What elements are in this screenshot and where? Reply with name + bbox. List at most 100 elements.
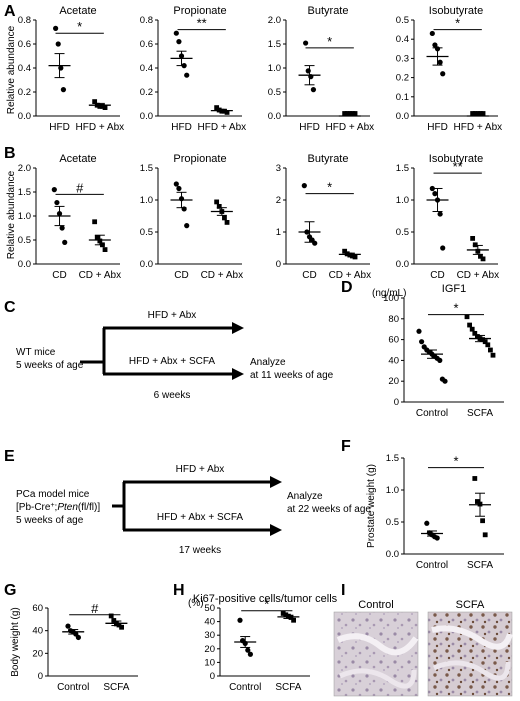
y-tick-label: 0.0 <box>396 111 409 122</box>
y-tick-label: 1.5 <box>18 187 31 198</box>
data-point <box>305 68 311 74</box>
data-point <box>214 105 220 110</box>
x-category-label: HFD + Abx <box>326 122 375 133</box>
row-a-ylabel: Relative abundance <box>6 25 17 114</box>
data-point <box>102 105 108 110</box>
chart-g-body-weight: 0 20 40 60 Body weight (g) Control SCFA # <box>10 601 138 693</box>
diagram-c-end-2: at 11 weeks of age <box>250 370 334 381</box>
chart-title: Butyrate <box>308 5 349 17</box>
data-point <box>467 322 472 328</box>
histology-label-scfa: SCFA <box>456 599 485 611</box>
histology-lumen-control <box>336 633 419 656</box>
x-category-label: CD <box>174 270 188 281</box>
x-category-label: CD + Abx <box>201 270 244 281</box>
y-tick-label: 0.0 <box>386 549 399 560</box>
significance-label: * <box>264 597 269 612</box>
chart-b-isobutyrate: 0.0 0.5 1.0 1.5 Isobutyrate CD CD + Abx ** <box>396 153 499 281</box>
data-point <box>442 378 448 384</box>
y-tick-label: 1.0 <box>140 195 153 206</box>
data-point <box>94 235 100 240</box>
data-point <box>55 41 61 47</box>
significance-label: ** <box>453 159 463 174</box>
diagram-e-arm-bottom: HFD + Abx + SCFA <box>157 512 243 523</box>
chart-b-butyrate: 0 1 2 3 Butyrate CD CD + Abx * <box>276 153 371 281</box>
data-point <box>176 39 182 45</box>
y-tick-label: 0.2 <box>140 87 153 98</box>
chart-a-propionate: 0.0 0.2 0.4 0.6 0.8 Propionate HFD HFD + Abx ** <box>140 5 246 133</box>
data-point <box>224 220 230 225</box>
data-point <box>440 71 446 77</box>
chart-f-prostate-weight: 0.0 0.5 1.0 1.5 Prostate weight (g) Control SC… <box>366 453 504 571</box>
x-category-label: SCFA <box>467 408 493 419</box>
data-point <box>480 518 485 524</box>
y-tick-label: 2 <box>276 195 281 206</box>
data-point <box>470 236 476 241</box>
y-tick-label: 2.0 <box>18 163 31 174</box>
panel-label-f: F <box>341 438 351 455</box>
data-point <box>419 339 425 345</box>
data-point <box>102 247 108 252</box>
data-point <box>60 87 67 93</box>
x-category-label: CD <box>430 270 444 281</box>
chart-title: Acetate <box>59 153 96 165</box>
y-tick-label: 0.0 <box>18 259 31 270</box>
x-category-label: CD <box>302 270 316 281</box>
data-point <box>342 248 348 254</box>
histology-lumen-scfa <box>431 625 513 650</box>
data-point <box>184 72 190 78</box>
histology-image-control <box>333 611 419 697</box>
diagram-c: WT mice 5 weeks of age HFD + Abx HFD + A… <box>16 310 334 401</box>
data-point <box>176 185 182 192</box>
x-category-label: HFD + Abx <box>76 122 125 133</box>
diagram-c-duration: 6 weeks <box>154 390 191 401</box>
diagram-e-arrowhead-top <box>270 476 282 488</box>
y-tick-label: 1.0 <box>396 195 409 206</box>
y-tick-label: 0.1 <box>396 92 409 103</box>
data-point <box>65 623 71 629</box>
y-tick-label: 0.4 <box>396 34 409 45</box>
histology-lumen-scfa-2 <box>432 660 511 681</box>
diagram-c-start-1: WT mice <box>16 347 56 358</box>
y-tick-label: 1.0 <box>386 485 399 496</box>
y-tick-label: 0.0 <box>140 259 153 270</box>
y-tick-label: 20 <box>204 644 215 655</box>
data-point <box>472 242 478 248</box>
x-category-label: CD <box>52 270 66 281</box>
y-tick-label: 60 <box>32 603 43 614</box>
data-point <box>470 111 476 116</box>
x-category-label: HFD <box>171 122 192 133</box>
data-point <box>475 334 480 339</box>
data-point <box>303 40 309 46</box>
y-tick-label: 1.5 <box>268 39 281 50</box>
x-category-label: CD + Abx <box>457 270 500 281</box>
x-category-label: CD + Abx <box>329 270 372 281</box>
y-tick-label: 0.8 <box>18 15 31 26</box>
panel-label-b: B <box>4 145 16 162</box>
chart-title: Isobutyrate <box>429 5 483 17</box>
diagram-e: PCa model mice [Pb-Cre+;Pten(fl/fl)] 5 w… <box>16 464 371 556</box>
chart-d-igf1: 0 20 40 60 80 100 IGF1 (ng/mL) Control SCFA * <box>372 283 504 419</box>
data-point <box>478 111 483 116</box>
chart-b-acetate: 0.0 0.5 1.0 1.5 2.0 Acetate CD CD + Abx # <box>18 153 121 281</box>
histology-lumen-control-2 <box>338 668 417 689</box>
y-tick-label: 40 <box>204 617 215 628</box>
data-point <box>482 532 488 538</box>
data-point <box>247 651 253 657</box>
row-b-ylabel: Relative abundance <box>6 170 17 259</box>
y-tick-label: 0.5 <box>18 235 31 246</box>
genotype-prefix: [Pb-Cre <box>16 502 51 513</box>
y-tick-label: 0.0 <box>140 111 153 122</box>
y-tick-label: 0.5 <box>396 227 409 238</box>
data-point <box>310 87 317 93</box>
data-point <box>344 111 350 116</box>
histology-panel: Control SCFA <box>333 599 513 697</box>
histology-image-scfa <box>427 611 513 697</box>
y-tick-label: 1.0 <box>268 63 281 74</box>
x-category-label: HFD + Abx <box>454 122 503 133</box>
diagram-e-arrowhead-bottom <box>270 524 282 536</box>
data-point <box>62 239 68 245</box>
y-tick-label: 0 <box>38 671 43 682</box>
y-tick-label: 0.5 <box>268 87 281 98</box>
genotype-plus: + <box>50 502 54 509</box>
